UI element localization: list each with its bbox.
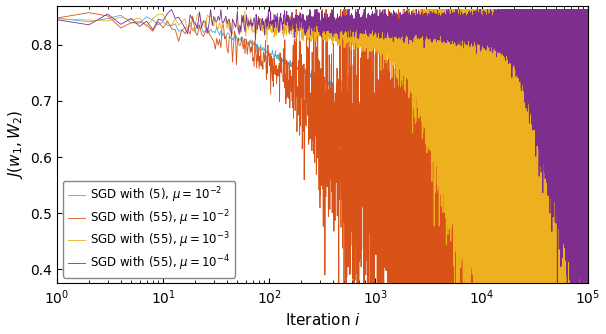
SGD with (5), $\mu = 10^{-2}$ bbox=[582, 103, 589, 107]
SGD with (5), $\mu = 10^{-2}$ bbox=[564, 101, 571, 105]
SGD with (55), $\mu = 10^{-4}$ bbox=[580, 139, 587, 143]
SGD with (55), $\mu = 10^{-4}$ bbox=[410, 23, 418, 27]
SGD with (55), $\mu = 10^{-2}$ bbox=[582, 251, 589, 255]
SGD with (55), $\mu = 10^{-4}$ bbox=[168, 7, 175, 11]
SGD with (55), $\mu = 10^{-4}$ bbox=[582, 91, 589, 95]
SGD with (55), $\mu = 10^{-3}$ bbox=[410, 57, 418, 61]
SGD with (55), $\mu = 10^{-3}$ bbox=[487, 147, 494, 151]
SGD with (5), $\mu = 10^{-2}$ bbox=[584, 102, 591, 106]
SGD with (55), $\mu = 10^{-2}$ bbox=[53, 16, 61, 20]
SGD with (55), $\mu = 10^{-2}$ bbox=[584, 264, 591, 268]
SGD with (55), $\mu = 10^{-4}$ bbox=[53, 18, 61, 22]
SGD with (55), $\mu = 10^{-2}$ bbox=[564, 165, 571, 169]
SGD with (5), $\mu = 10^{-2}$ bbox=[554, 103, 562, 107]
SGD with (55), $\mu = 10^{-3}$ bbox=[451, 284, 458, 288]
Line: SGD with (55), $\mu = 10^{-3}$: SGD with (55), $\mu = 10^{-3}$ bbox=[57, 9, 588, 286]
SGD with (5), $\mu = 10^{-2}$ bbox=[580, 103, 587, 107]
SGD with (5), $\mu = 10^{-2}$ bbox=[117, 13, 124, 17]
SGD with (55), $\mu = 10^{-3}$ bbox=[584, 190, 591, 194]
SGD with (55), $\mu = 10^{-4}$ bbox=[584, 134, 591, 138]
SGD with (55), $\mu = 10^{-3}$ bbox=[403, 7, 410, 11]
SGD with (55), $\mu = 10^{-3}$ bbox=[564, 139, 571, 143]
SGD with (55), $\mu = 10^{-2}$ bbox=[554, 122, 562, 126]
SGD with (5), $\mu = 10^{-2}$ bbox=[53, 16, 61, 20]
SGD with (55), $\mu = 10^{-2}$ bbox=[487, 103, 494, 107]
SGD with (55), $\mu = 10^{-2}$ bbox=[335, 284, 342, 288]
SGD with (55), $\mu = 10^{-4}$ bbox=[564, 148, 571, 152]
SGD with (55), $\mu = 10^{-3}$ bbox=[582, 238, 589, 242]
SGD with (5), $\mu = 10^{-2}$ bbox=[410, 102, 418, 106]
SGD with (55), $\mu = 10^{-4}$ bbox=[554, 58, 562, 62]
Line: SGD with (55), $\mu = 10^{-4}$: SGD with (55), $\mu = 10^{-4}$ bbox=[57, 9, 588, 286]
SGD with (55), $\mu = 10^{-2}$ bbox=[293, 7, 300, 11]
SGD with (55), $\mu = 10^{-2}$ bbox=[410, 203, 418, 207]
X-axis label: Iteration $i$: Iteration $i$ bbox=[285, 312, 360, 328]
SGD with (55), $\mu = 10^{-4}$ bbox=[554, 284, 561, 288]
Line: SGD with (55), $\mu = 10^{-2}$: SGD with (55), $\mu = 10^{-2}$ bbox=[57, 9, 588, 286]
SGD with (55), $\mu = 10^{-3}$ bbox=[554, 284, 562, 288]
SGD with (5), $\mu = 10^{-2}$ bbox=[330, 106, 338, 110]
SGD with (55), $\mu = 10^{-4}$ bbox=[487, 33, 494, 37]
SGD with (5), $\mu = 10^{-2}$ bbox=[487, 104, 494, 108]
Legend: SGD with (5), $\mu = 10^{-2}$, SGD with (55), $\mu = 10^{-2}$, SGD with (55), $\: SGD with (5), $\mu = 10^{-2}$, SGD with … bbox=[63, 181, 235, 278]
SGD with (55), $\mu = 10^{-3}$ bbox=[53, 17, 61, 21]
SGD with (55), $\mu = 10^{-3}$ bbox=[580, 36, 587, 40]
Line: SGD with (5), $\mu = 10^{-2}$: SGD with (5), $\mu = 10^{-2}$ bbox=[57, 15, 588, 108]
SGD with (55), $\mu = 10^{-2}$ bbox=[580, 284, 587, 288]
Y-axis label: $J(w_1, W_2)$: $J(w_1, W_2)$ bbox=[5, 110, 25, 179]
